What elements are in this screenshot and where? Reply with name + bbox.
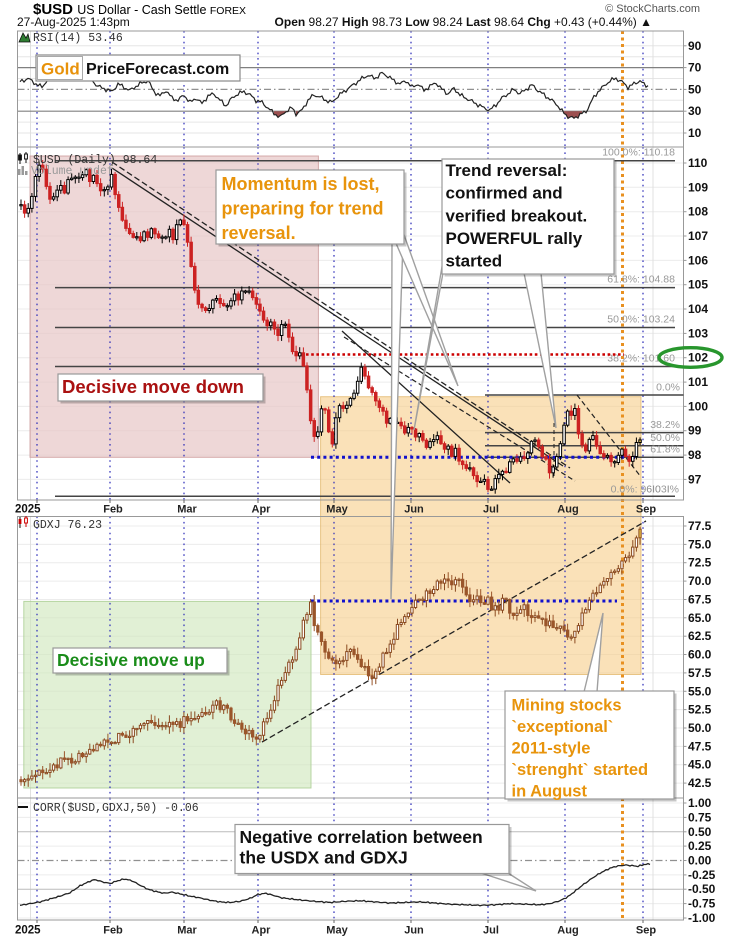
svg-text:0.75: 0.75 (688, 810, 712, 824)
svg-text:GDXJ 76.23: GDXJ 76.23 (33, 519, 102, 532)
svg-text:PriceForecast.com: PriceForecast.com (86, 61, 229, 78)
svg-text:101: 101 (688, 375, 708, 389)
svg-text:38.2%: 38.2% (650, 419, 680, 431)
svg-text:50.0%: 50.0% (650, 432, 680, 444)
svg-text:Apr: Apr (252, 504, 272, 516)
svg-text:Aug: Aug (557, 504, 578, 516)
svg-text:77.5: 77.5 (688, 519, 712, 533)
svg-text:Aug: Aug (557, 925, 578, 937)
svg-text:100: 100 (688, 399, 708, 413)
svg-text:50.0%: 103.24: 50.0%: 103.24 (607, 314, 675, 326)
svg-text:45.0: 45.0 (688, 758, 712, 772)
svg-text:108: 108 (688, 205, 708, 219)
svg-text:-0.25: -0.25 (688, 868, 716, 882)
svg-text:CORR($USD,GDXJ,50) -0.06: CORR($USD,GDXJ,50) -0.06 (33, 802, 199, 815)
svg-text:106: 106 (688, 253, 708, 267)
svg-text:preparing for trend: preparing for trend (222, 198, 384, 218)
svg-text:107: 107 (688, 229, 708, 243)
svg-text:1.00: 1.00 (688, 796, 712, 810)
svg-text:started: started (446, 252, 503, 271)
svg-text:0.50: 0.50 (688, 825, 712, 839)
svg-text:Decisive move down: Decisive move down (62, 376, 244, 397)
svg-text:Jul: Jul (483, 504, 499, 516)
svg-text:Sep: Sep (636, 925, 656, 937)
svg-text:52.5: 52.5 (688, 703, 712, 717)
svg-text:Mining stocks: Mining stocks (512, 697, 622, 715)
svg-text:0.25: 0.25 (688, 839, 712, 853)
svg-text:60.0: 60.0 (688, 648, 712, 662)
svg-text:Sep: Sep (636, 504, 656, 516)
svg-text:Jun: Jun (404, 504, 424, 516)
svg-text:Jun: Jun (404, 925, 424, 937)
svg-text:0.00: 0.00 (688, 854, 712, 868)
svg-text:42.5: 42.5 (688, 776, 712, 790)
svg-text:2025: 2025 (15, 925, 41, 937)
svg-text:-0.75: -0.75 (688, 897, 716, 911)
svg-text:104: 104 (688, 302, 708, 316)
svg-text:May: May (326, 925, 348, 937)
svg-text:RSI(14) 53.46: RSI(14) 53.46 (33, 32, 123, 45)
svg-text:© StockCharts.com: © StockCharts.com (605, 3, 700, 15)
svg-text:Mar: Mar (177, 504, 197, 516)
svg-text:61.8%: 104.88: 61.8%: 104.88 (607, 274, 675, 286)
svg-text:70: 70 (688, 61, 702, 75)
svg-text:0.0%: 0.0% (656, 382, 680, 394)
svg-text:confirmed and: confirmed and (446, 184, 563, 203)
svg-text:30: 30 (688, 104, 702, 118)
svg-text:62.5: 62.5 (688, 629, 712, 643)
svg-text:10: 10 (688, 126, 702, 140)
svg-text:99: 99 (688, 424, 702, 438)
svg-text:75.0: 75.0 (688, 537, 712, 551)
svg-text:the USDX and GDXJ: the USDX and GDXJ (240, 848, 408, 868)
svg-text:Trend reversal:: Trend reversal: (446, 161, 568, 180)
svg-text:100.0%: 110.18: 100.0%: 110.18 (602, 147, 675, 159)
svg-text:65.0: 65.0 (688, 611, 712, 625)
svg-text:97: 97 (688, 472, 702, 486)
svg-text:0.0%: 96I03I%: 0.0%: 96I03I% (611, 484, 679, 496)
svg-text:POWERFUL rally: POWERFUL rally (446, 229, 583, 248)
svg-text:reversal.: reversal. (222, 223, 296, 243)
svg-text:105: 105 (688, 278, 708, 292)
svg-text:Momentum is lost,: Momentum is lost, (222, 174, 380, 194)
svg-text:in August: in August (512, 782, 588, 800)
svg-text:70.0: 70.0 (688, 574, 712, 588)
svg-text:55.0: 55.0 (688, 684, 712, 698)
svg-text:Decisive move up: Decisive move up (57, 650, 205, 670)
svg-text:`strenght` started: `strenght` started (512, 761, 649, 779)
svg-text:90: 90 (688, 39, 702, 53)
svg-text:Apr: Apr (252, 925, 272, 937)
svg-text:Mar: Mar (177, 925, 197, 937)
svg-text:Feb: Feb (103, 504, 123, 516)
svg-text:50: 50 (688, 82, 702, 96)
svg-text:Open 98.27 High 98.73 Low 98.2: Open 98.27 High 98.73 Low 98.24 Last 98.… (275, 15, 652, 29)
svg-text:May: May (326, 504, 348, 516)
svg-text:61.8%: 61.8% (650, 444, 680, 456)
svg-text:72.5: 72.5 (688, 556, 712, 570)
svg-text:-0.50: -0.50 (688, 882, 716, 896)
svg-text:`exceptional`: `exceptional` (512, 718, 614, 736)
svg-text:2011-style: 2011-style (512, 740, 591, 758)
svg-text:50.0: 50.0 (688, 721, 712, 735)
svg-text:102: 102 (688, 351, 708, 365)
svg-text:Feb: Feb (103, 925, 123, 937)
svg-text:109: 109 (688, 180, 708, 194)
svg-text:verified breakout.: verified breakout. (446, 206, 588, 225)
svg-text:Jul: Jul (483, 925, 499, 937)
svg-text:67.5: 67.5 (688, 593, 712, 607)
svg-text:47.5: 47.5 (688, 739, 712, 753)
svg-text:Gold: Gold (41, 60, 80, 79)
svg-text:110: 110 (688, 156, 708, 170)
svg-text:$USD US Dollar - Cash Settle F: $USD US Dollar - Cash Settle FOREX (33, 1, 246, 18)
svg-text:$USD (Daily) 98.64: $USD (Daily) 98.64 (33, 154, 157, 167)
svg-text:-1.00: -1.00 (688, 911, 716, 925)
svg-text:Volume undef: Volume undef (31, 165, 114, 178)
svg-text:Negative correlation between: Negative correlation between (240, 827, 483, 847)
svg-text:27-Aug-2025 1:43pm: 27-Aug-2025 1:43pm (17, 15, 130, 29)
svg-text:57.5: 57.5 (688, 666, 712, 680)
svg-text:2025: 2025 (15, 504, 41, 516)
svg-text:98: 98 (688, 448, 702, 462)
svg-text:103: 103 (688, 326, 708, 340)
